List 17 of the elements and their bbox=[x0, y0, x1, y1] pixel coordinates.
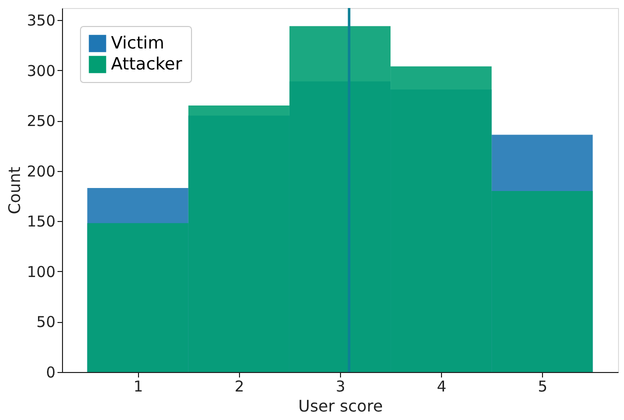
y-tick-label: 50 bbox=[36, 313, 56, 332]
y-axis-title: Count bbox=[4, 166, 24, 214]
x-tick-label: 2 bbox=[234, 378, 244, 396]
y-tick-label: 250 bbox=[26, 112, 56, 130]
x-tick-label: 1 bbox=[134, 378, 144, 396]
x-tick-label: 5 bbox=[538, 378, 548, 396]
legend-label: Attacker bbox=[111, 54, 182, 74]
legend-label: Victim bbox=[111, 34, 164, 54]
x-tick-label: 4 bbox=[436, 378, 446, 396]
y-tick-label: 100 bbox=[26, 262, 56, 281]
y-tick-label: 300 bbox=[26, 62, 56, 80]
y-tick-label: 150 bbox=[26, 212, 56, 231]
y-tick-label: 0 bbox=[46, 364, 56, 382]
y-tick-label: 350 bbox=[26, 12, 56, 30]
x-tick-label: 3 bbox=[336, 378, 346, 396]
x-axis-title: User score bbox=[298, 396, 383, 416]
y-tick-label: 200 bbox=[26, 162, 56, 180]
